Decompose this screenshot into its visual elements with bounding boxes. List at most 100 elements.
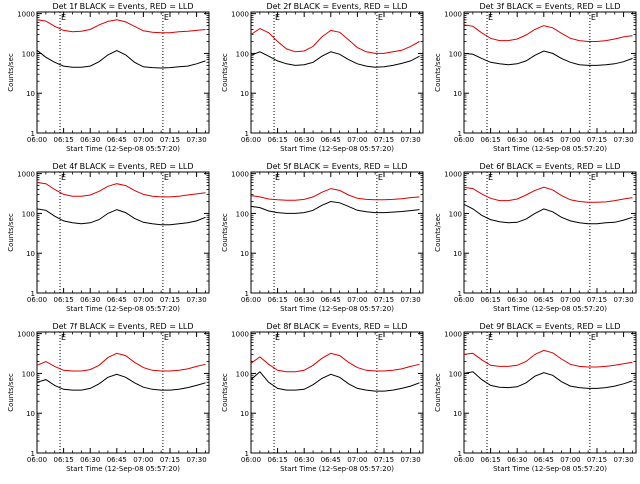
x-tick-label: 06:45 — [107, 456, 127, 464]
lld-series-line — [36, 19, 206, 34]
x-tick-label: 06:00 — [454, 136, 474, 144]
y-tick-label: 10 — [26, 410, 35, 418]
panel-title: Det 9f BLACK = Events, RED = LLD — [479, 322, 620, 331]
x-tick-label: 06:30 — [507, 456, 527, 464]
y-axis-label: Counts/sec — [221, 373, 229, 412]
lld-series-line — [36, 182, 206, 198]
plot-frame — [250, 331, 424, 454]
x-tick-label: 07:30 — [400, 296, 420, 304]
events-series-line — [36, 373, 206, 391]
x-tick-label: 07:00 — [133, 456, 153, 464]
detector-panel: Det 1f BLACK = Events, RED = LLD 1 10 100 10… — [7, 2, 210, 153]
y-tick-label: 1 — [31, 130, 35, 138]
y-tick-label: 1 — [245, 130, 249, 138]
x-axis-label: Start Time (12-Sep-08 05:57:20) — [493, 465, 607, 473]
y-tick-label: 100 — [236, 210, 249, 218]
time-marker-label: E — [378, 13, 383, 22]
detector-panel: Det 3f BLACK = Events, RED = LLD 1 10 100 10… — [434, 2, 637, 153]
x-tick-label: 06:15 — [268, 136, 288, 144]
x-tick-label: 07:00 — [347, 136, 367, 144]
x-tick-label: 07:00 — [560, 296, 580, 304]
y-tick-label: 1000 — [17, 171, 35, 179]
x-tick-label: 06:15 — [481, 296, 501, 304]
x-tick-label: 07:30 — [186, 296, 206, 304]
plot-frame — [463, 11, 637, 134]
y-axis-label: Counts/sec — [7, 373, 15, 412]
y-axis-label: Counts/sec — [7, 213, 15, 252]
x-tick-label: 07:00 — [347, 296, 367, 304]
y-tick-label: 10 — [453, 410, 462, 418]
detector-panel: Det 6f BLACK = Events, RED = LLD 1 10 100 10… — [434, 162, 637, 313]
x-tick-label: 07:15 — [587, 296, 607, 304]
y-axis-label: Counts/sec — [7, 53, 15, 92]
plot-frame — [36, 11, 210, 134]
x-tick-label: 06:00 — [27, 456, 47, 464]
x-tick-label: 06:15 — [481, 456, 501, 464]
time-marker-label: E — [164, 173, 169, 182]
x-axis-label: Start Time (12-Sep-08 05:57:20) — [66, 145, 180, 153]
x-tick-label: 06:45 — [321, 296, 341, 304]
x-tick-label: 06:30 — [80, 456, 100, 464]
lld-series-line — [463, 349, 633, 368]
x-tick-label: 06:30 — [507, 136, 527, 144]
y-tick-label: 1 — [245, 450, 249, 458]
y-tick-label: 1000 — [17, 331, 35, 339]
plot-frame — [250, 11, 424, 134]
detector-panel: Det 2f BLACK = Events, RED = LLD 1 10 100 10… — [221, 2, 424, 153]
x-tick-label: 06:45 — [321, 456, 341, 464]
x-tick-label: 07:30 — [400, 456, 420, 464]
events-series-line — [250, 51, 420, 68]
time-marker-label: E — [591, 173, 596, 182]
x-tick-label: 07:30 — [186, 456, 206, 464]
x-tick-label: 07:00 — [347, 456, 367, 464]
plot-frame — [463, 331, 637, 454]
y-tick-label: 10 — [453, 90, 462, 98]
y-tick-label: 100 — [449, 210, 462, 218]
x-tick-label: 07:00 — [560, 136, 580, 144]
y-axis-label: Counts/sec — [221, 53, 229, 92]
panel-title: Det 4f BLACK = Events, RED = LLD — [52, 162, 193, 171]
y-tick-label: 1 — [458, 450, 462, 458]
x-tick-label: 06:00 — [27, 296, 47, 304]
y-tick-label: 1000 — [231, 11, 249, 19]
lld-series-line — [250, 352, 420, 373]
panel-title: Det 8f BLACK = Events, RED = LLD — [266, 322, 407, 331]
x-tick-label: 06:30 — [80, 136, 100, 144]
y-tick-label: 100 — [22, 210, 35, 218]
x-tick-label: 07:30 — [186, 136, 206, 144]
x-tick-label: 07:15 — [374, 296, 394, 304]
x-tick-label: 07:15 — [587, 136, 607, 144]
x-tick-label: 07:15 — [160, 296, 180, 304]
x-tick-label: 06:30 — [507, 296, 527, 304]
time-marker-label: E — [488, 333, 493, 342]
detector-panel: Det 7f BLACK = Events, RED = LLD 1 10 100 10… — [7, 322, 210, 473]
x-tick-label: 06:00 — [454, 296, 474, 304]
x-tick-label: 07:15 — [374, 136, 394, 144]
x-tick-label: 06:30 — [294, 296, 314, 304]
x-tick-label: 06:15 — [54, 456, 74, 464]
x-tick-label: 06:15 — [54, 136, 74, 144]
plot-frame — [36, 331, 210, 454]
x-tick-label: 06:45 — [534, 296, 554, 304]
panel-title: Det 2f BLACK = Events, RED = LLD — [266, 2, 407, 11]
panel-title: Det 7f BLACK = Events, RED = LLD — [52, 322, 193, 331]
y-tick-label: 1000 — [444, 331, 462, 339]
events-series-line — [463, 371, 633, 389]
x-axis-label: Start Time (12-Sep-08 05:57:20) — [280, 145, 394, 153]
y-tick-label: 10 — [240, 410, 249, 418]
time-marker-label: E — [275, 173, 280, 182]
x-tick-label: 07:00 — [560, 456, 580, 464]
x-tick-label: 06:00 — [241, 136, 261, 144]
time-marker-label: E — [591, 13, 596, 22]
x-tick-label: 06:30 — [294, 136, 314, 144]
x-tick-label: 06:15 — [481, 136, 501, 144]
lld-series-line — [463, 186, 633, 203]
panel-title: Det 5f BLACK = Events, RED = LLD — [266, 162, 407, 171]
y-tick-label: 10 — [240, 250, 249, 258]
x-tick-label: 07:00 — [133, 296, 153, 304]
plot-frame — [250, 171, 424, 294]
y-tick-label: 100 — [22, 50, 35, 58]
y-tick-label: 1 — [31, 450, 35, 458]
